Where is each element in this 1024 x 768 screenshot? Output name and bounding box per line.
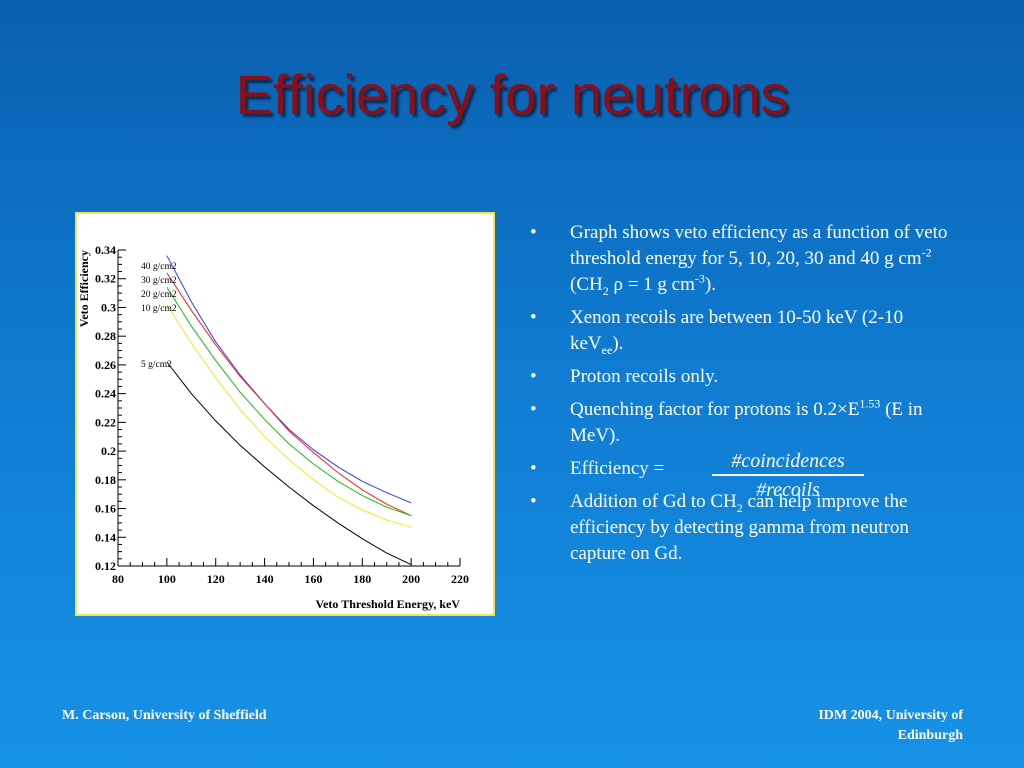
y-tick-label: 0.14: [95, 530, 116, 544]
bullet-item-proton-recoils: Proton recoils only.: [530, 364, 960, 390]
b2-text-1: Xenon recoils are between 10-50 keV (2-1…: [570, 307, 904, 354]
y-tick-label: 0.3: [101, 300, 116, 314]
footer-author: M. Carson, University of Sheffield: [62, 708, 267, 723]
b2-text-2: ).: [612, 333, 624, 354]
x-axis-title: Veto Threshold Energy, keV: [316, 597, 461, 611]
series-line-5-g-cm2: [166, 361, 412, 566]
y-tick-label: 0.2: [101, 444, 116, 458]
footer-conference: IDM 2004, University of Edinburgh: [818, 708, 963, 743]
b6-text-1: Addition of Gd to CH: [570, 491, 737, 512]
x-tick-label: 100: [158, 572, 176, 586]
b2-sub-1: ee: [601, 342, 613, 357]
series-label: 30 g/cm2: [141, 276, 177, 286]
series-line-40-g-cm2: [166, 255, 412, 504]
y-tick-label: 0.18: [95, 473, 116, 487]
b1-sup-1: -2: [921, 245, 932, 260]
b5-text-1: Efficiency =: [570, 458, 665, 479]
series-line-10-g-cm2: [166, 304, 412, 528]
bullet-item-xenon-recoils: Xenon recoils are between 10-50 keV (2-1…: [530, 305, 960, 357]
y-tick-label: 0.12: [95, 559, 116, 573]
fraction-numerator: #coincidences: [731, 450, 845, 472]
x-tick-label: 180: [353, 572, 371, 586]
slide-title: Efficiency for neutrons: [235, 63, 789, 126]
fraction-bar: [712, 474, 864, 476]
b1-text-3: ρ = 1 g cm: [608, 274, 695, 295]
x-tick-label: 220: [451, 572, 469, 586]
y-tick-label: 0.26: [95, 358, 116, 372]
chart-frame: 0.12 0.14 0.16 0.18 0.2 0.22 0.24 0.26 0.28 0.3 0.…: [75, 212, 495, 616]
b1-text-1: Graph shows veto efficiency as a functio…: [570, 222, 948, 269]
bullet-item-efficiency: Efficiency =: [530, 456, 960, 482]
efficiency-fraction: #coincidences #recoils: [712, 449, 864, 502]
bullet-item-graph-description: Graph shows veto efficiency as a functio…: [530, 220, 960, 298]
bullet-list: Graph shows veto efficiency as a functio…: [530, 220, 960, 574]
x-tick-label: 160: [304, 572, 322, 586]
series-label: 5 g/cm2: [141, 360, 172, 370]
series-label: 10 g/cm2: [141, 304, 177, 314]
y-tick-label: 0.28: [95, 329, 116, 343]
y-tick-label: 0.22: [95, 415, 116, 429]
b6-sub-1: 2: [736, 500, 743, 515]
series-line-20-g-cm2: [166, 287, 412, 517]
b1-sup-3: -3: [694, 271, 705, 286]
b4-sup-1: 1.53: [859, 396, 881, 411]
x-tick-label: 140: [256, 572, 274, 586]
y-tick-label: 0.32: [95, 272, 116, 286]
fraction-denominator: #recoils: [756, 479, 820, 501]
b4-text-1: Quenching factor for protons is 0.2×E: [570, 399, 860, 420]
x-tick-label: 200: [402, 572, 420, 586]
b1-sub-2: 2: [602, 283, 609, 298]
bullet-item-gd-addition: Addition of Gd to CH2 can help improve t…: [530, 489, 960, 567]
series-line-30-g-cm2: [166, 272, 412, 517]
series-label: 20 g/cm2: [141, 290, 177, 300]
bullet-item-quenching-factor: Quenching factor for protons is 0.2×E1.5…: [530, 397, 960, 449]
y-tick-label: 0.16: [95, 502, 116, 516]
b1-text-4: ).: [704, 274, 716, 295]
y-axis-title: Veto Efficiency: [77, 250, 91, 327]
y-tick-label: 0.24: [95, 387, 116, 401]
x-tick-label: 80: [112, 572, 124, 586]
x-tick-label: 120: [207, 572, 225, 586]
b3-text-1: Proton recoils only.: [570, 366, 719, 387]
series-label: 40 g/cm2: [141, 262, 177, 272]
y-tick-label: 0.34: [95, 243, 116, 257]
b1-text-2: (CH: [570, 274, 603, 295]
b6-text-2: can help improve the efficiency by detec…: [570, 491, 909, 564]
veto-efficiency-chart: 0.12 0.14 0.16 0.18 0.2 0.22 0.24 0.26 0.28 0.3 0.…: [77, 243, 469, 611]
b4-text-2: (E in MeV).: [570, 399, 923, 446]
